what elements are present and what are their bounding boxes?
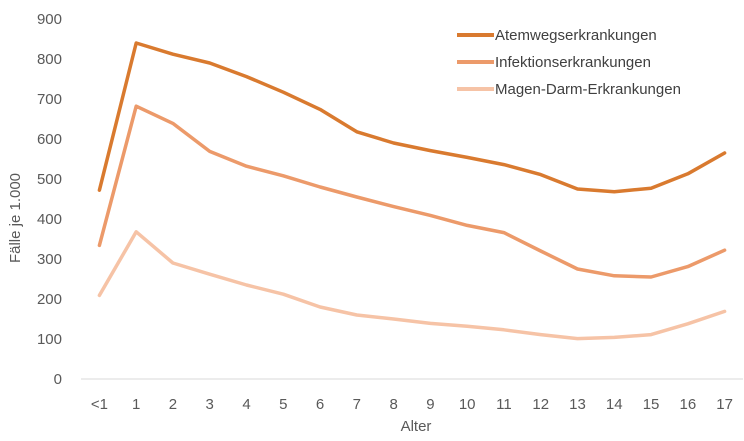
x-axis-ticks: <1 1 2 3 4 5 6 7 8 9 10 11 12 13 14 15 16 17 bbox=[91, 396, 733, 413]
x-tick-label: 12 bbox=[532, 396, 549, 413]
x-tick-label: 6 bbox=[316, 396, 324, 413]
y-tick-label: 800 bbox=[37, 51, 62, 68]
x-tick-label: 1 bbox=[132, 396, 140, 413]
y-tick-label: 600 bbox=[37, 131, 62, 148]
x-tick-label: 3 bbox=[206, 396, 214, 413]
x-tick-label: 2 bbox=[169, 396, 177, 413]
x-tick-label: 13 bbox=[569, 396, 586, 413]
x-tick-label: 5 bbox=[279, 396, 287, 413]
x-tick-label: 8 bbox=[389, 396, 397, 413]
x-tick-label: 11 bbox=[496, 396, 512, 413]
series-lines bbox=[97, 41, 727, 341]
series-line-2 bbox=[97, 104, 727, 279]
y-tick-label: 500 bbox=[37, 171, 62, 188]
x-tick-label: 4 bbox=[242, 396, 250, 413]
legend: Atemwegserkrankungen Infektionserkrankung… bbox=[457, 27, 681, 98]
x-tick-label: 14 bbox=[606, 396, 623, 413]
x-tick-label: 17 bbox=[716, 396, 733, 413]
legend-label: Infektionserkrankungen bbox=[495, 54, 651, 71]
x-tick-label: 16 bbox=[679, 396, 696, 413]
series-line-3 bbox=[97, 230, 727, 341]
y-tick-label: 300 bbox=[37, 251, 62, 268]
series-line-1 bbox=[97, 41, 727, 194]
y-tick-label: 0 bbox=[54, 371, 62, 388]
legend-label: Magen-Darm-Erkrankungen bbox=[495, 81, 681, 98]
x-tick-label: 9 bbox=[426, 396, 434, 413]
y-tick-label: 400 bbox=[37, 211, 62, 228]
x-tick-label: <1 bbox=[91, 396, 108, 413]
x-axis-title: Alter bbox=[401, 418, 432, 435]
y-axis-title: Fälle je 1.000 bbox=[7, 173, 24, 263]
legend-label: Atemwegserkrankungen bbox=[495, 27, 657, 44]
x-tick-label: 15 bbox=[643, 396, 660, 413]
y-tick-label: 900 bbox=[37, 11, 62, 28]
y-tick-label: 200 bbox=[37, 291, 62, 308]
y-tick-label: 100 bbox=[37, 331, 62, 348]
x-tick-label: 7 bbox=[353, 396, 361, 413]
y-axis-ticks: 0 100 200 300 400 500 600 700 800 900 bbox=[37, 11, 62, 388]
y-tick-label: 700 bbox=[37, 91, 62, 108]
x-tick-label: 10 bbox=[459, 396, 476, 413]
